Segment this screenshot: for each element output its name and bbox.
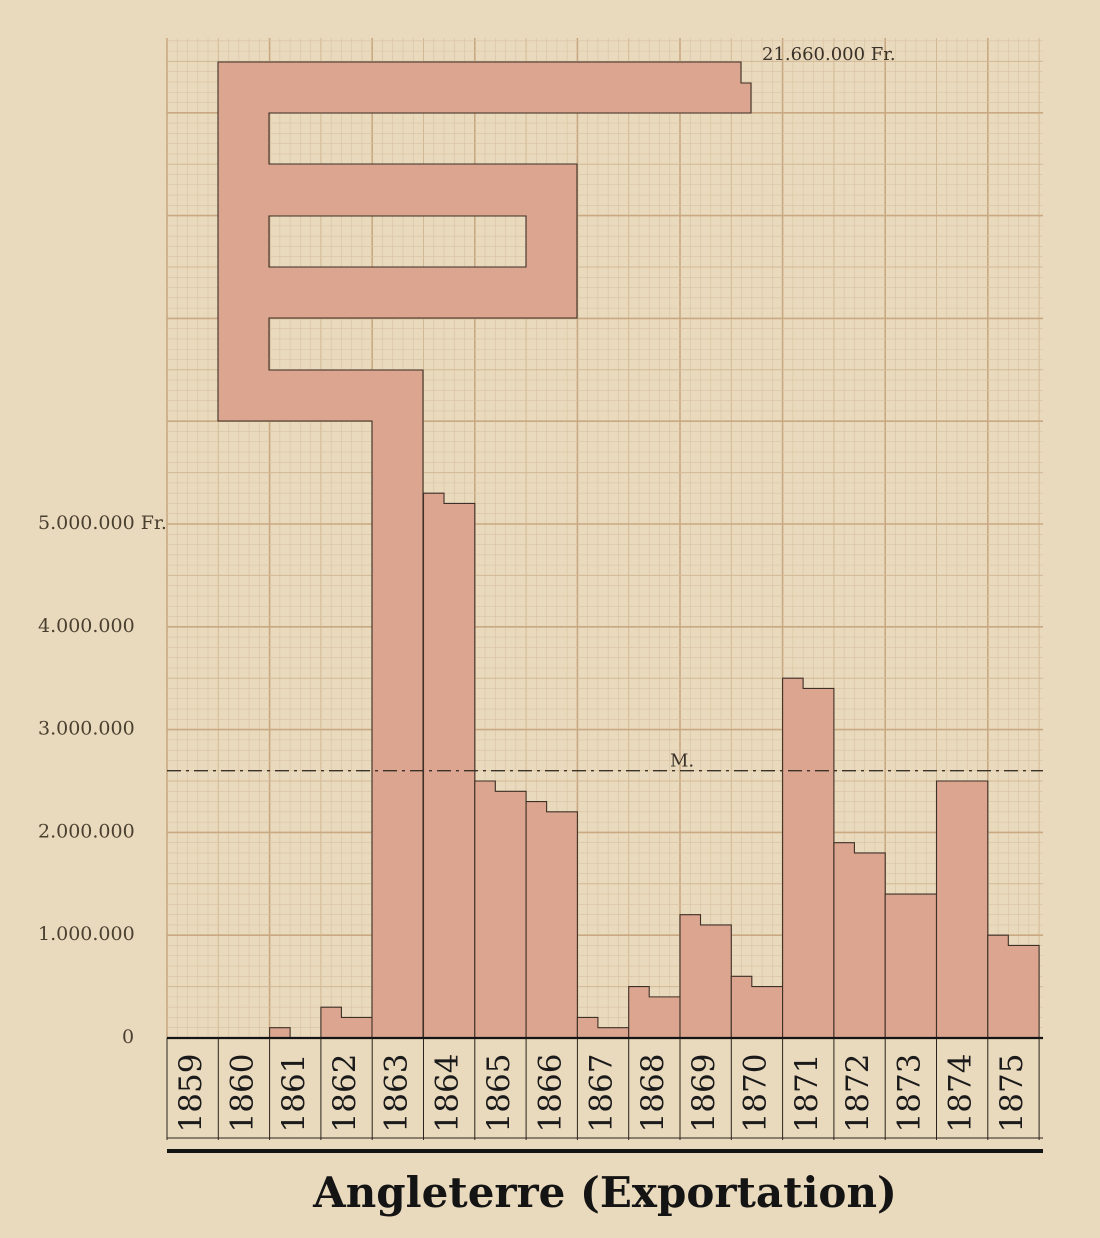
- y-tick-label: 1.000.000: [38, 923, 135, 945]
- x-tick-label-1863: 1863: [378, 1054, 414, 1133]
- bar-1875: [987, 934, 1040, 1039]
- mean-label: M.: [670, 751, 694, 772]
- grid: [166, 38, 1043, 1039]
- bar-1864: [422, 492, 476, 1039]
- x-tick-label-1870: 1870: [737, 1054, 773, 1133]
- x-tick-label-1860: 1860: [224, 1054, 260, 1133]
- bar-1874: [935, 780, 989, 1039]
- x-tick-label-1868: 1868: [635, 1054, 671, 1133]
- x-tick-label-1862: 1862: [327, 1054, 363, 1133]
- bar-1866: [525, 801, 578, 1039]
- x-tick-label-1859: 1859: [173, 1054, 209, 1133]
- x-tick-label-1871: 1871: [789, 1054, 825, 1133]
- bar-1869: [679, 914, 732, 1039]
- x-tick-label-1866: 1866: [532, 1054, 568, 1133]
- x-tick-label-1861: 1861: [276, 1054, 312, 1133]
- y-tick-label: 2.000.000: [38, 820, 135, 842]
- bar-1873: [884, 893, 938, 1039]
- x-axis: 1859 1860 1861 1862 1863 1864 1865 1866 1867 1868…: [166, 1036, 1043, 1153]
- bar-1871: [782, 677, 835, 1039]
- x-tick-label-1873: 1873: [891, 1054, 927, 1133]
- y-tick-label: 4.000.000: [38, 615, 135, 637]
- x-tick-label-1865: 1865: [481, 1054, 517, 1133]
- y-tick-label: 0: [122, 1026, 134, 1048]
- bars: [269, 492, 1040, 1039]
- bar-1865: [474, 780, 527, 1039]
- y-axis-labels: 0 1.000.000 2.000.000 3.000.000 4.000.000 5.0…: [38, 512, 167, 1048]
- bar-1863: [217, 61, 752, 1039]
- x-tick-label-1864: 1864: [430, 1054, 466, 1133]
- max-value-label: 21.660.000 Fr.: [762, 44, 896, 65]
- bar-1872: [833, 842, 886, 1039]
- y-tick-label: 5.000.000 Fr.: [38, 512, 167, 534]
- x-tick-label-1867: 1867: [584, 1054, 620, 1133]
- chart-title: Angleterre (Exportation): [312, 1168, 897, 1217]
- x-tick-label-1872: 1872: [840, 1054, 876, 1133]
- x-tick-label-1874: 1874: [943, 1054, 979, 1133]
- y-tick-label: 3.000.000: [38, 718, 135, 740]
- x-tick-label-1869: 1869: [686, 1054, 722, 1133]
- mean-line-group: M.: [167, 751, 1043, 772]
- x-tick-label-1875: 1875: [994, 1054, 1030, 1133]
- overflow-bar: 21.660.000 Fr.: [217, 44, 896, 1039]
